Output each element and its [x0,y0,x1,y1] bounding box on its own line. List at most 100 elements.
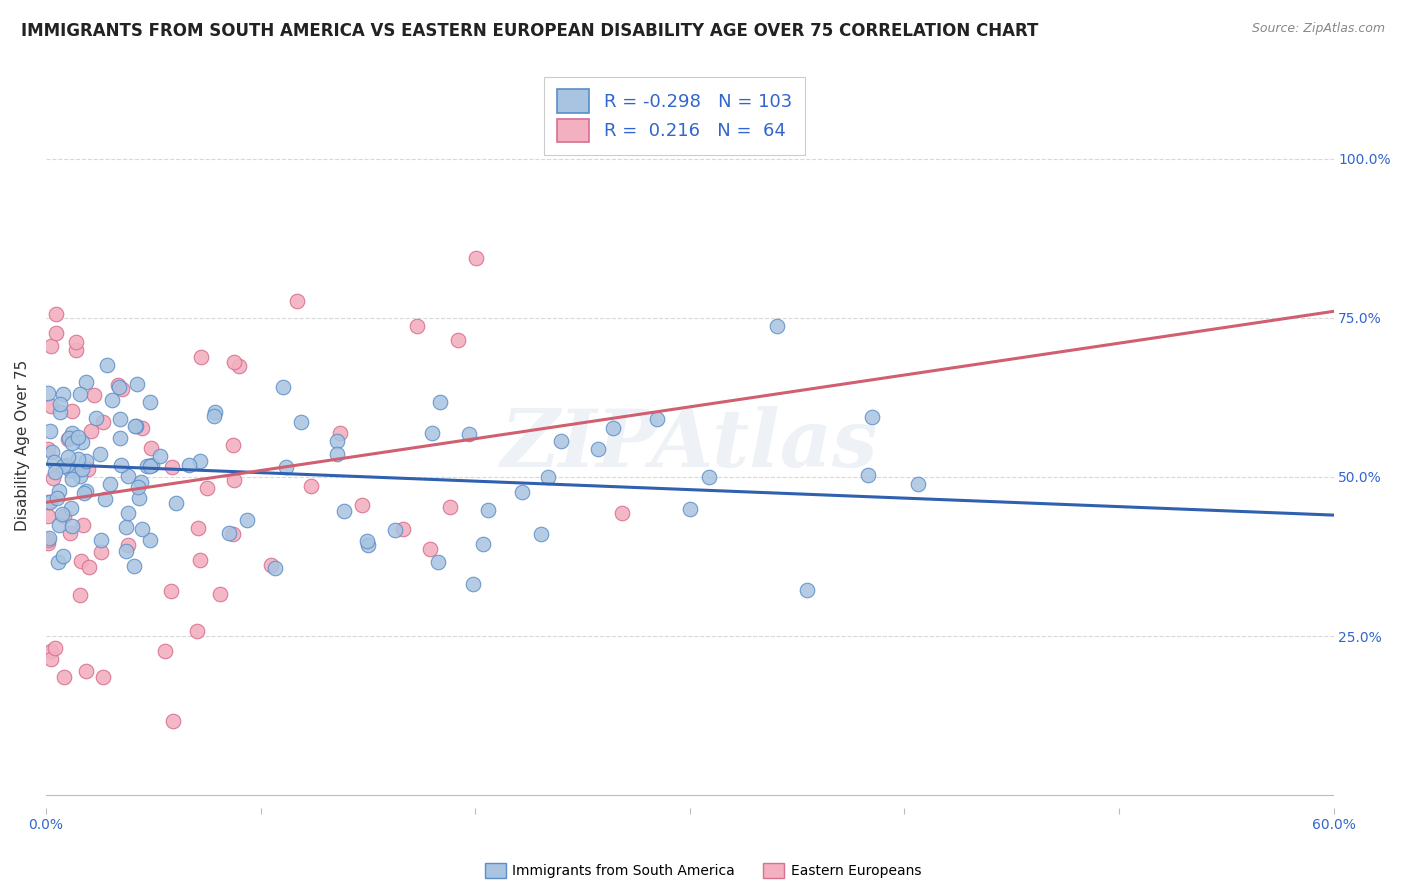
Point [37,509,59,524]
Point [80,424,103,438]
Point [766,319,789,334]
Point [48,518,70,533]
Point [52,387,75,401]
Point [44,455,66,469]
Point [55,458,77,472]
Point [530,527,553,541]
Point [195,481,218,495]
Point [39,399,62,413]
Point [419,541,441,556]
Point [65,343,87,358]
Point [125,419,148,434]
Point [41,471,63,485]
Legend: Immigrants from South America, Eastern Europeans: Immigrants from South America, Eastern E… [478,856,928,885]
Point [59,525,82,540]
Point [60,403,83,417]
Point [72,518,94,533]
Point [236,513,259,527]
Point [128,491,150,505]
Point [326,434,349,448]
Point [356,533,378,548]
Point [39,644,62,658]
Point [37,442,59,456]
Point [60,518,83,533]
Point [117,537,139,551]
Point [204,409,226,423]
Point [51,507,73,521]
Point [77,559,100,574]
Point [222,354,245,368]
Point [426,555,449,569]
Point [271,379,294,393]
Point [907,476,929,491]
Point [332,504,354,518]
Point [60,436,83,450]
Point [39,339,62,353]
Point [131,522,153,536]
Point [39,424,62,438]
Point [53,508,76,523]
Point [139,533,162,547]
Point [75,453,97,467]
Y-axis label: Disability Age Over 75: Disability Age Over 75 [15,359,30,531]
Point [510,484,533,499]
Point [108,412,131,426]
Point [69,387,91,401]
Point [84,411,107,425]
Point [45,326,67,341]
Point [384,523,406,537]
Point [62,472,84,486]
Point [66,430,89,444]
Point [187,520,209,534]
Point [141,458,163,472]
Legend: R = -0.298   N = 103, R =  0.216   N =  64: R = -0.298 N = 103, R = 0.216 N = 64 [544,77,804,154]
Point [108,431,131,445]
Point [122,559,145,574]
Point [65,464,87,478]
Point [90,545,112,559]
Point [465,251,488,265]
Point [274,459,297,474]
Point [131,421,153,435]
Point [610,506,633,520]
Point [83,388,105,402]
Point [350,498,373,512]
Point [37,495,59,509]
Point [406,319,429,334]
Point [429,395,451,409]
Point [49,404,72,418]
Point [37,385,59,400]
Point [56,432,79,446]
Point [477,503,499,517]
Point [89,446,111,460]
Point [48,484,70,499]
Point [326,447,349,461]
Point [98,476,121,491]
Text: ZIPAtlas: ZIPAtlas [501,407,879,483]
Point [72,486,94,500]
Point [160,584,183,599]
Point [91,669,114,683]
Point [190,553,212,567]
Point [110,458,132,473]
Point [69,588,91,602]
Point [264,561,287,575]
Point [208,586,231,600]
Point [678,502,700,516]
Point [96,358,118,372]
Point [115,544,138,558]
Point [222,438,245,452]
Point [117,468,139,483]
Point [136,459,159,474]
Point [58,450,80,465]
Point [439,500,461,514]
Point [860,409,883,424]
Point [858,468,880,483]
Point [60,425,83,440]
Point [72,435,94,450]
Point [356,538,378,552]
Point [290,415,312,429]
Point [162,460,184,475]
Point [457,427,479,442]
Point [149,449,172,463]
